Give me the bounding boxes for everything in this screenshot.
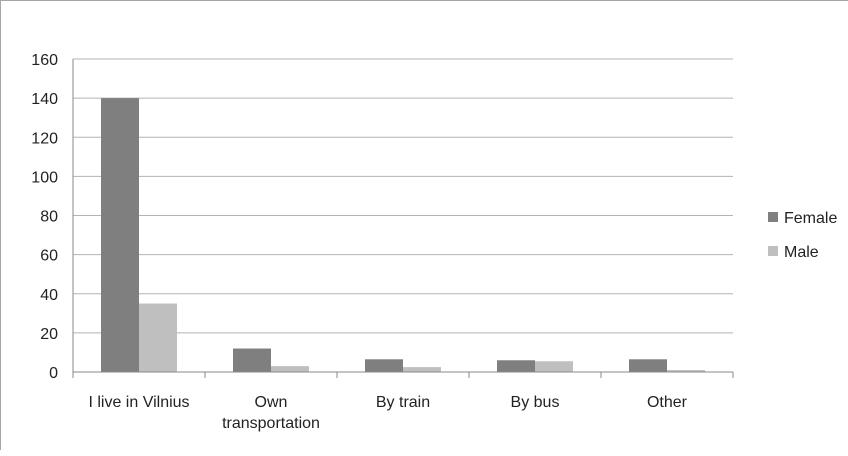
legend-label-male: Male <box>784 244 819 261</box>
legend: Female Male <box>768 210 837 261</box>
y-tick-label: 160 <box>31 52 58 69</box>
x-category-label: By train <box>376 394 430 411</box>
bar-female-1 <box>233 348 271 372</box>
bar-male-2 <box>403 367 441 372</box>
y-tick-label: 60 <box>40 248 58 265</box>
x-category-label: Other <box>647 394 688 411</box>
y-tick-label: 80 <box>40 209 58 226</box>
legend-label-female: Female <box>784 210 837 227</box>
bar-male-1 <box>271 366 309 372</box>
bar-female-0 <box>101 98 139 372</box>
bar-male-0 <box>139 303 177 372</box>
gridlines <box>73 58 733 334</box>
y-tick-label: 0 <box>49 365 58 382</box>
x-category-label: transportation <box>222 415 320 432</box>
y-tick-label: 20 <box>40 326 58 343</box>
bar-female-4 <box>629 359 667 372</box>
bar-male-3 <box>535 361 573 372</box>
bar-female-2 <box>365 359 403 372</box>
y-tick-label: 40 <box>40 287 58 304</box>
y-tick-label: 100 <box>31 169 58 186</box>
y-tick-label: 120 <box>31 130 58 147</box>
x-category-label: I live in Vilnius <box>88 394 189 411</box>
legend-swatch-male <box>768 246 778 256</box>
legend-swatch-female <box>768 212 778 222</box>
axes: 0 20 40 60 80 100 120 140 160 I live in Vilnius Ow… <box>31 52 734 432</box>
x-category-label: By bus <box>511 394 560 411</box>
y-tick-label: 140 <box>31 91 58 108</box>
x-category-label: Own <box>255 394 288 411</box>
bars <box>101 98 705 372</box>
bar-female-3 <box>497 360 535 372</box>
bar-male-4 <box>667 370 705 372</box>
